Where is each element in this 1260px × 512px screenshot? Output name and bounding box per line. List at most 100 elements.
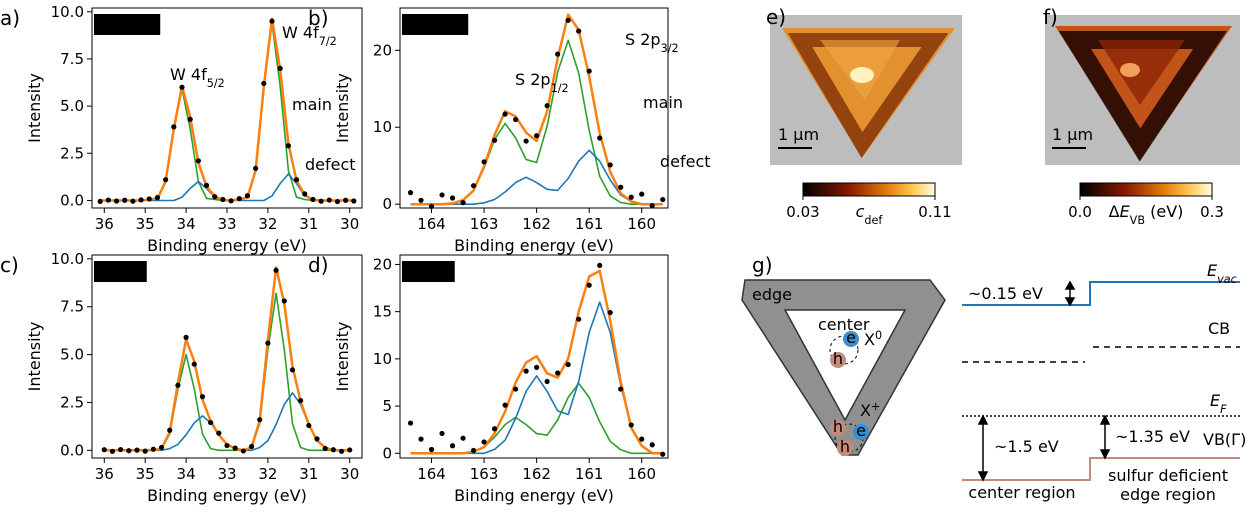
x-tick-label: 162 bbox=[522, 215, 551, 233]
x-tick-label: 33 bbox=[217, 215, 236, 233]
data-point bbox=[118, 446, 124, 453]
data-point bbox=[347, 447, 353, 453]
data-point bbox=[281, 298, 287, 304]
data-point bbox=[191, 361, 197, 367]
data-point bbox=[212, 194, 218, 200]
x-tick-label: 163 bbox=[470, 215, 499, 233]
x-tick-label: 161 bbox=[575, 215, 604, 233]
data-point bbox=[502, 402, 508, 408]
x-tick-label: 164 bbox=[417, 215, 446, 233]
data-point bbox=[523, 368, 529, 374]
panel-label: a) bbox=[0, 6, 20, 30]
badge-text: center bbox=[406, 15, 464, 34]
data-point bbox=[126, 448, 132, 454]
badge bbox=[94, 14, 161, 35]
data-point bbox=[660, 196, 666, 203]
data-point bbox=[460, 200, 466, 206]
data-point bbox=[513, 386, 519, 392]
x-tick-label: 36 bbox=[95, 215, 114, 233]
series-label: main bbox=[643, 93, 683, 112]
data-point bbox=[150, 446, 156, 452]
colorbar bbox=[1079, 182, 1213, 197]
x-tick-label: 30 bbox=[340, 215, 359, 233]
data-point bbox=[439, 192, 445, 198]
data-point bbox=[351, 198, 357, 204]
data-point bbox=[269, 18, 275, 24]
data-point bbox=[334, 198, 341, 205]
y-tick-label: 0.0 bbox=[60, 191, 84, 209]
y-tick-label: 5.0 bbox=[60, 346, 84, 364]
data-point bbox=[555, 51, 561, 57]
x-tick-label: 34 bbox=[177, 465, 196, 483]
data-point bbox=[248, 443, 255, 450]
hole-label: h bbox=[833, 417, 843, 436]
gap-center-label: ~1.5 eV bbox=[994, 437, 1059, 456]
x-tick-label: 35 bbox=[136, 215, 155, 233]
data-point bbox=[565, 361, 571, 368]
data-point bbox=[628, 194, 634, 200]
plot-frame bbox=[399, 7, 669, 209]
x-axis-label: Binding energy (eV) bbox=[147, 236, 307, 255]
data-point bbox=[523, 138, 529, 144]
data-point bbox=[236, 195, 242, 202]
data-point bbox=[314, 436, 320, 442]
peak-label: S 2p1/2 bbox=[515, 70, 569, 95]
data-point bbox=[97, 198, 103, 204]
fit-line bbox=[410, 39, 663, 205]
data-point bbox=[208, 419, 214, 426]
data-point bbox=[481, 439, 487, 445]
fit-line bbox=[104, 266, 350, 452]
map-f bbox=[1045, 15, 1240, 165]
y-tick-label: 7.5 bbox=[60, 50, 84, 68]
y-tick-label: 5.0 bbox=[60, 97, 84, 115]
y-tick-label: 20 bbox=[373, 255, 392, 273]
data-point bbox=[285, 143, 291, 149]
panel-label: c) bbox=[0, 253, 19, 277]
data-point bbox=[130, 198, 136, 204]
colorbar-label: cdef bbox=[856, 202, 884, 227]
data-point bbox=[322, 445, 328, 452]
data-point bbox=[618, 386, 624, 392]
data-point bbox=[607, 309, 613, 316]
peak-label: W 4f5/2 bbox=[170, 65, 225, 90]
data-point bbox=[183, 334, 189, 340]
data-point bbox=[318, 198, 324, 204]
data-point bbox=[428, 446, 435, 453]
colorbar-tick-label: 0.0 bbox=[1068, 203, 1092, 221]
panel-label: d) bbox=[308, 253, 329, 277]
ef-label: EF bbox=[1210, 391, 1227, 416]
edge-region-label: edge region bbox=[1120, 485, 1216, 504]
data-point bbox=[481, 159, 487, 165]
peak-label: S 2p3/2 bbox=[625, 30, 679, 55]
data-point bbox=[220, 196, 226, 203]
data-point bbox=[171, 124, 177, 130]
data-point bbox=[649, 442, 655, 448]
x-axis-label: Binding energy (eV) bbox=[147, 486, 307, 505]
data-point bbox=[105, 197, 111, 203]
data-point bbox=[618, 184, 624, 190]
data-point bbox=[310, 196, 316, 203]
data-point bbox=[199, 394, 206, 400]
y-tick-label: 10 bbox=[373, 350, 392, 368]
hole-label: h bbox=[840, 437, 850, 456]
colorbar-label: ΔEVB (eV) bbox=[1109, 202, 1184, 227]
data-point bbox=[293, 177, 300, 183]
fit-line bbox=[104, 292, 350, 452]
x-tick-label: 34 bbox=[177, 215, 196, 233]
panel-label: g) bbox=[752, 253, 773, 277]
series-label: defect bbox=[305, 155, 356, 174]
y-tick-label: 0.0 bbox=[60, 441, 84, 459]
badge-text: edge bbox=[98, 262, 143, 281]
map-e bbox=[770, 15, 962, 165]
gap-edge-label: ~1.35 eV bbox=[1115, 427, 1190, 446]
data-point bbox=[122, 197, 128, 203]
y-tick-label: 10.0 bbox=[51, 3, 84, 21]
x-tick-label: 164 bbox=[417, 465, 446, 483]
data-point bbox=[302, 191, 308, 197]
data-point bbox=[228, 198, 234, 204]
data-point bbox=[330, 447, 336, 453]
data-point bbox=[175, 382, 181, 388]
fit-line bbox=[100, 173, 354, 202]
data-point bbox=[179, 84, 185, 90]
